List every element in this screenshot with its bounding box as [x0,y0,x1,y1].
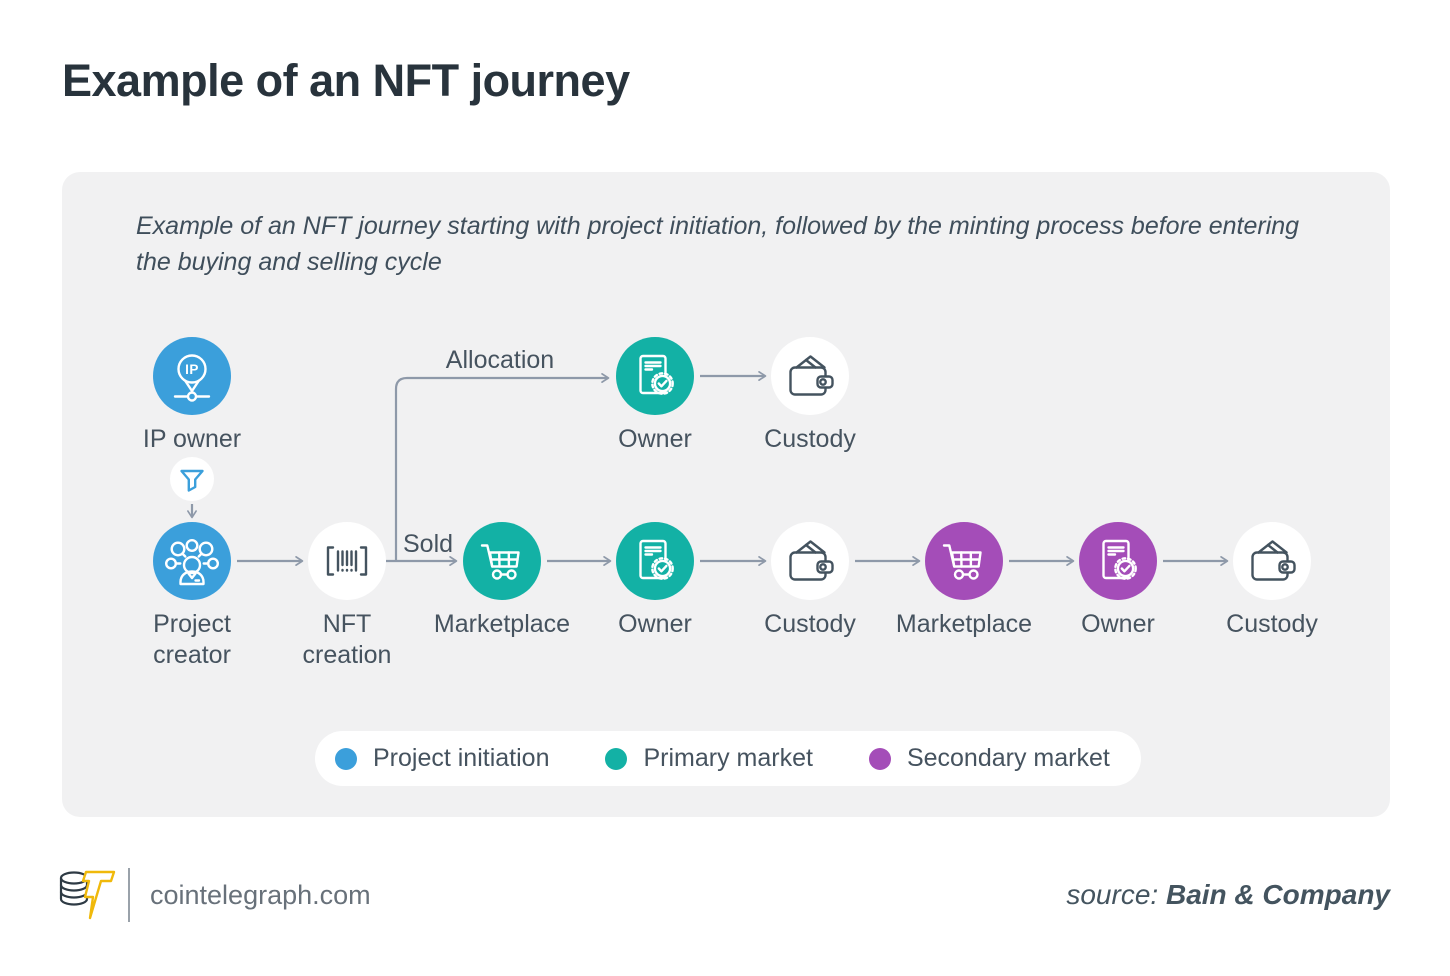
node-label-owner-primary: Owner [618,610,692,638]
node-circle [771,337,849,415]
site-url: cointelegraph.com [150,880,371,910]
node-circle [153,522,231,600]
flow-node-owner-primary [616,522,694,600]
node-label-ip-owner: IP owner [142,425,242,453]
source-credit: source: Bain & Company [1066,879,1390,911]
flow-node-custody-primary [771,522,849,600]
flow-node-ip-owner: IP [153,337,231,415]
flow-node-marketplace-secondary [925,522,1003,600]
node-label-marketplace-secondary: Marketplace [895,610,1033,638]
allocation-branch-label: Allocation [446,346,554,374]
flow-node-owner-allocation [616,337,694,415]
legend-item-project-initiation: Project initiation [335,744,549,773]
legend-dot-icon [605,747,628,770]
node-label-custody-primary: Custody [764,610,856,638]
node-label-project-creator: Project creator [153,610,231,669]
node-circle [771,522,849,600]
cointelegraph-logo [59,870,116,920]
flow-diagram: Allocation Sold IP [153,337,1311,600]
flow-node-filter [170,457,214,501]
flow-node-nft-creation [308,522,386,600]
node-label-custody-secondary: Custody [1226,610,1318,638]
node-circle [925,522,1003,600]
flow-node-custody-allocation [771,337,849,415]
footer-divider [128,868,130,922]
legend: Project initiation Primary market Second… [315,731,1141,786]
diagram-panel: Example of an NFT journey starting with … [62,172,1390,817]
legend-dot-icon [335,747,357,770]
node-label-custody-allocation: Custody [764,425,856,453]
node-circle [170,457,214,501]
node-label-marketplace-primary: Marketplace [433,610,571,638]
node-circle [153,337,231,415]
flow-node-owner-secondary [1079,522,1157,600]
node-label-owner-allocation: Owner [618,425,692,453]
ip-badge-text: IP [185,362,199,377]
legend-dot-icon [868,747,891,770]
page-title: Example of an NFT journey [62,55,630,106]
legend-item-secondary-market: Secondary market [868,744,1110,773]
source-label: source: [1066,879,1159,910]
flow-node-project-creator [153,522,231,600]
node-label-owner-secondary: Owner [1081,610,1155,638]
lightning-bolt-icon [81,870,116,920]
legend-label: Primary market [643,744,813,772]
legend-item-primary-market: Primary market [605,744,813,773]
sold-branch-label: Sold [403,530,453,558]
node-label-nft-creation: NFT creation [302,610,392,669]
description-text: Example of an NFT journey starting with … [136,212,1300,276]
arrow-allocation-branch [394,373,610,561]
flow-node-custody-secondary [1233,522,1311,600]
legend-label: Secondary market [906,744,1110,772]
node-circle [463,522,541,600]
legend-label: Project initiation [373,744,550,772]
node-circle [1233,522,1311,600]
source-name: Bain & Company [1165,879,1390,910]
flow-node-marketplace-primary [463,522,541,600]
